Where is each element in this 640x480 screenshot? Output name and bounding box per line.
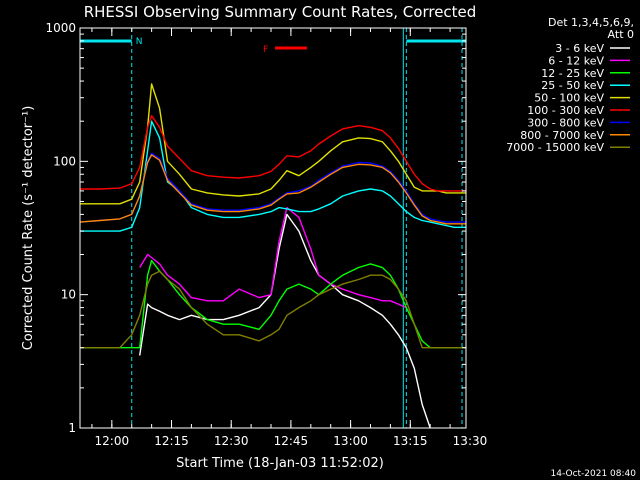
plot-area: NF [79,28,466,429]
legend-label-6: 300 - 800 keV [527,116,604,129]
chart-title: RHESSI Observing Summary Count Rates, Co… [84,3,477,21]
y-axis-label: Corrected Count Rate (s⁻¹ detector⁻¹) [21,106,36,351]
x-tick-label-5: 13:15 [393,434,428,448]
series-line-6 [79,152,466,223]
legend-header: Det 1,3,4,5,6,9, Att 0 [548,16,634,41]
legend-label-7: 800 - 7000 keV [520,129,604,142]
y-tick-label-2: 100 [53,154,76,168]
series-line-3 [80,120,466,232]
legend-label-2: 12 - 25 keV [541,67,604,80]
x-tick-label-2: 12:30 [214,434,249,448]
series-line-7 [79,154,466,225]
legend-label-0: 3 - 6 keV [555,42,604,55]
series-line-0 [139,213,431,429]
series-line-1 [139,206,407,309]
legend-label-5: 100 - 300 keV [527,104,604,117]
x-tick-label-6: 13:30 [453,434,488,448]
x-tick-label-1: 12:15 [154,434,189,448]
y-tick-label-3: 1000 [45,21,76,35]
night-label: N [136,37,143,47]
series-line-4 [80,83,466,205]
axes: 1 10 100 1000 12:00 12:15 12:30 12:45 13:00 13:15… [45,21,487,448]
legend-label-1: 6 - 12 keV [548,54,604,67]
x-tick-label-4: 13:00 [333,434,368,448]
x-axis-label: Start Time (18-Jan-03 11:52:02) [176,456,384,471]
detectors-line-2: Att 0 [608,28,634,41]
detectors-line-1: Det 1,3,4,5,6,9, [548,16,634,29]
legend-label-3: 25 - 50 keV [541,79,604,92]
legend-label-4: 50 - 100 keV [534,92,604,105]
y-tick-label-0: 1 [68,421,76,435]
x-tick-label-3: 12:45 [274,434,309,448]
timestamp: 14-Oct-2021 08:40 [551,469,637,479]
y-tick-label-1: 10 [61,288,76,302]
x-tick-label-0: 12:00 [95,434,130,448]
plot-frame [79,27,467,429]
series-line-5 [80,115,466,192]
flare-label: F [263,45,268,55]
legend-label-8: 7000 - 15000 keV [506,141,604,154]
series-line-8 [80,270,466,349]
